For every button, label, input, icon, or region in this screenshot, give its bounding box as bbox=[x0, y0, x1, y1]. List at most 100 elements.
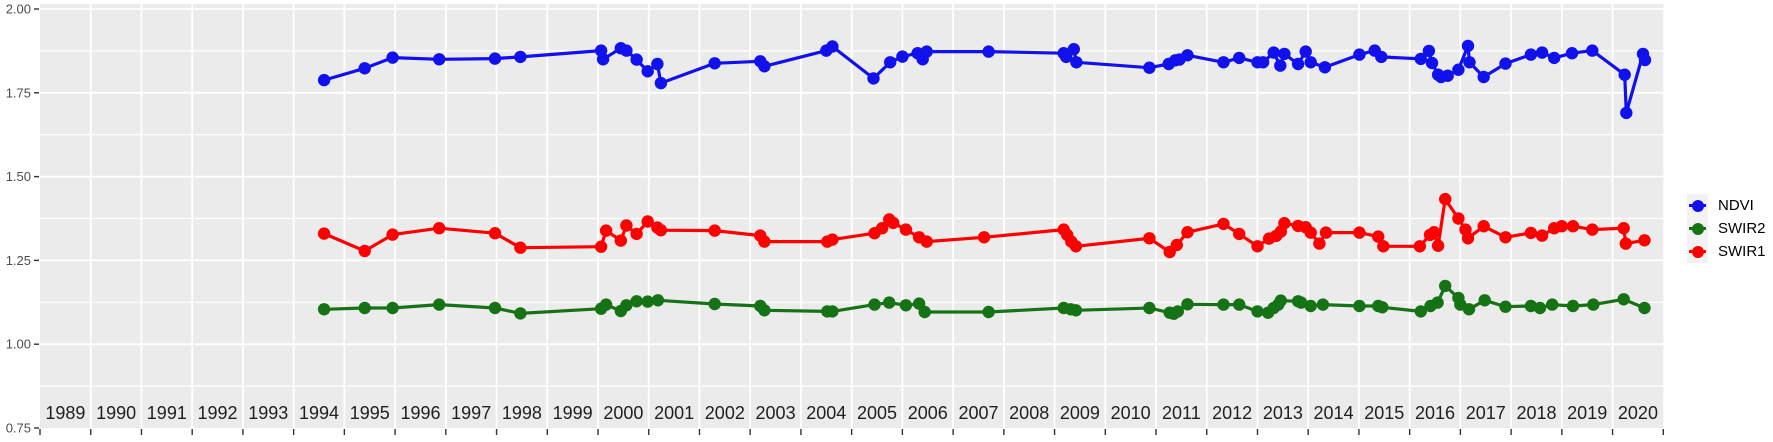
data-point-SWIR2 bbox=[868, 298, 881, 311]
y-axis-tick-label: 1.25 bbox=[6, 253, 31, 268]
x-axis-year-label: 2015 bbox=[1364, 403, 1404, 423]
x-axis-year-label: 1999 bbox=[553, 403, 593, 423]
data-point-SWIR2 bbox=[317, 303, 331, 316]
data-point-SWIR1 bbox=[1586, 223, 1599, 236]
x-axis-year-label: 2009 bbox=[1060, 403, 1100, 423]
data-point-SWIR1 bbox=[1069, 240, 1083, 253]
data-point-SWIR1 bbox=[875, 222, 889, 235]
data-point-SWIR1 bbox=[641, 215, 654, 228]
data-point-SWIR2 bbox=[1414, 305, 1428, 318]
data-point-SWIR1 bbox=[1377, 240, 1390, 253]
data-point-SWIR2 bbox=[1499, 300, 1512, 313]
data-point-SWIR1 bbox=[386, 228, 399, 241]
data-point-NDVI bbox=[758, 60, 771, 73]
data-point-NDVI bbox=[1278, 47, 1291, 61]
data-point-SWIR1 bbox=[594, 240, 608, 253]
data-point-SWIR2 bbox=[1546, 298, 1559, 311]
data-point-SWIR2 bbox=[1171, 305, 1185, 318]
data-point-SWIR1 bbox=[1181, 226, 1194, 239]
data-point-SWIR1 bbox=[1499, 231, 1512, 244]
data-point-SWIR1 bbox=[977, 231, 991, 244]
data-point-SWIR1 bbox=[620, 219, 633, 232]
data-point-NDVI bbox=[1318, 61, 1332, 74]
data-point-SWIR2 bbox=[758, 304, 771, 317]
data-point-NDVI bbox=[920, 45, 933, 58]
data-point-NDVI bbox=[896, 50, 909, 63]
data-point-NDVI bbox=[651, 57, 664, 71]
data-point-SWIR2 bbox=[1251, 305, 1264, 318]
data-point-SWIR1 bbox=[599, 224, 613, 237]
data-point-SWIR2 bbox=[1439, 279, 1452, 293]
data-point-NDVI bbox=[1060, 50, 1073, 64]
x-axis-year-label: 1996 bbox=[400, 403, 440, 423]
data-point-SWIR1 bbox=[826, 233, 839, 246]
data-point-SWIR1 bbox=[317, 227, 331, 240]
data-point-SWIR2 bbox=[1462, 303, 1476, 316]
x-axis-year-label: 2020 bbox=[1618, 403, 1658, 423]
data-point-SWIR1 bbox=[1353, 226, 1366, 239]
data-point-NDVI bbox=[386, 51, 399, 64]
data-point-SWIR2 bbox=[1353, 299, 1366, 313]
data-point-SWIR2 bbox=[826, 305, 839, 318]
y-axis-tick-label: 0.75 bbox=[6, 421, 31, 436]
data-point-SWIR2 bbox=[1376, 301, 1389, 314]
data-point-SWIR1 bbox=[358, 244, 371, 258]
x-axis-year-label: 2004 bbox=[806, 403, 846, 423]
data-point-SWIR2 bbox=[1587, 298, 1600, 311]
x-axis-year-label: 1993 bbox=[248, 403, 288, 423]
data-point-SWIR2 bbox=[1533, 301, 1547, 315]
x-axis-year-label: 1992 bbox=[198, 403, 238, 423]
data-point-SWIR2 bbox=[1478, 294, 1491, 307]
data-point-SWIR1 bbox=[1524, 226, 1538, 240]
data-point-SWIR1 bbox=[1638, 234, 1651, 247]
legend-key bbox=[1687, 194, 1708, 217]
data-point-SWIR1 bbox=[887, 216, 900, 230]
data-point-NDVI bbox=[1586, 44, 1599, 57]
data-point-SWIR1 bbox=[899, 223, 913, 236]
data-point-NDVI bbox=[982, 45, 995, 58]
x-axis-year-label: 2010 bbox=[1111, 403, 1151, 423]
data-point-NDVI bbox=[1274, 59, 1287, 72]
data-point-SWIR2 bbox=[1316, 298, 1330, 311]
data-point-NDVI bbox=[654, 76, 668, 90]
x-axis-year-label: 1991 bbox=[147, 403, 187, 423]
data-point-SWIR2 bbox=[899, 299, 913, 312]
data-point-SWIR1 bbox=[1566, 220, 1580, 233]
data-point-SWIR1 bbox=[1555, 220, 1569, 233]
data-point-SWIR2 bbox=[514, 307, 527, 320]
data-point-NDVI bbox=[1233, 51, 1246, 65]
data-point-NDVI bbox=[708, 57, 721, 70]
data-point-SWIR1 bbox=[514, 241, 527, 254]
data-point-NDVI bbox=[826, 40, 839, 53]
data-point-NDVI bbox=[1499, 57, 1512, 70]
y-axis-tick-label: 1.00 bbox=[6, 337, 31, 352]
data-point-SWIR2 bbox=[488, 301, 502, 315]
x-axis-year-label: 2002 bbox=[705, 403, 745, 423]
data-point-SWIR2 bbox=[1566, 299, 1580, 313]
data-point-SWIR1 bbox=[1251, 240, 1264, 253]
data-point-SWIR1 bbox=[614, 234, 627, 247]
x-axis-year-label: 1998 bbox=[502, 403, 542, 423]
data-point-NDVI bbox=[884, 56, 897, 69]
x-axis-year-label: 2016 bbox=[1415, 403, 1455, 423]
data-point-SWIR2 bbox=[1431, 296, 1444, 309]
data-point-NDVI bbox=[1422, 44, 1436, 58]
data-point-SWIR2 bbox=[1181, 298, 1194, 311]
data-point-SWIR2 bbox=[651, 294, 665, 307]
data-point-SWIR2 bbox=[620, 299, 633, 312]
data-point-NDVI bbox=[1217, 56, 1230, 69]
data-point-NDVI bbox=[1375, 50, 1388, 64]
data-point-SWIR1 bbox=[488, 227, 502, 240]
data-point-NDVI bbox=[1304, 56, 1317, 69]
data-point-SWIR2 bbox=[1069, 304, 1083, 317]
data-point-NDVI bbox=[1548, 51, 1561, 65]
point-icon bbox=[1691, 199, 1704, 212]
x-axis-year-label: 2017 bbox=[1466, 403, 1506, 423]
data-point-NDVI bbox=[620, 44, 633, 57]
data-point-NDVI bbox=[1267, 46, 1280, 59]
legend-label-swir2: SWIR2 bbox=[1718, 220, 1766, 237]
data-point-SWIR2 bbox=[386, 301, 399, 315]
x-axis-year-label: 2014 bbox=[1314, 403, 1354, 423]
y-axis-tick-label: 2.00 bbox=[6, 2, 31, 17]
